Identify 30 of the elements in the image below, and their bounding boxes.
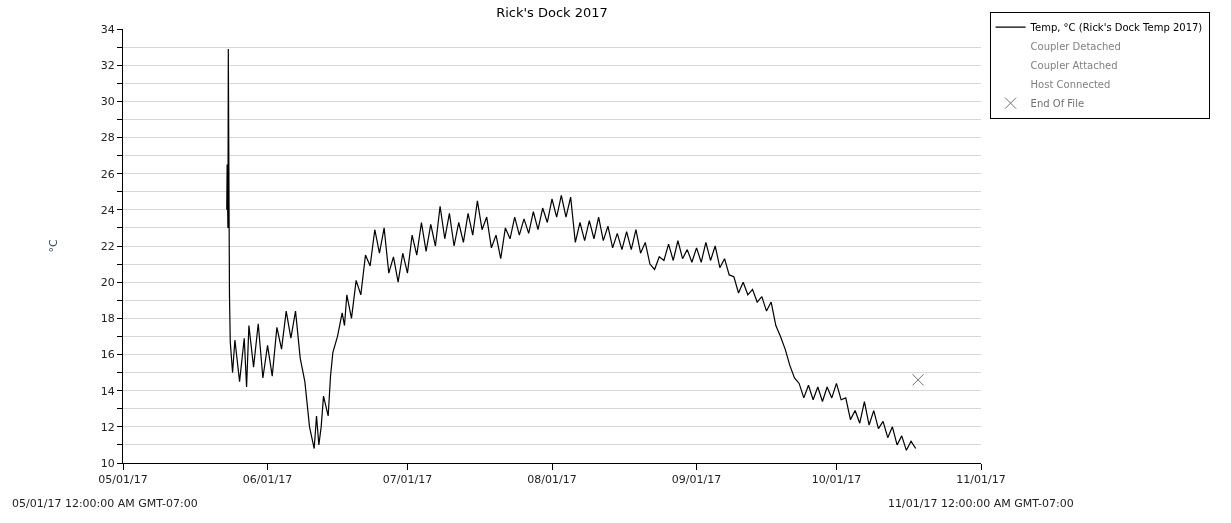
legend-label: Coupler Attached <box>1030 60 1118 72</box>
y-tick-label: 24 <box>100 203 115 217</box>
y-axis-title: °C <box>47 239 61 253</box>
y-tick-label: 28 <box>100 131 115 145</box>
y-tick-label: 30 <box>100 95 115 109</box>
y-tick-label: 14 <box>100 384 115 398</box>
x-tick-label: 10/01/17 <box>811 473 862 487</box>
text: 11/01/17 12:00:00 AM GMT-07:00 <box>888 497 1074 510</box>
y-tick-label: 22 <box>100 239 115 253</box>
y-tick-label: 26 <box>100 167 115 181</box>
y-tick-label: 34 <box>100 22 115 36</box>
y-tick-label: 32 <box>100 59 115 73</box>
x-tick-label: 09/01/17 <box>671 473 722 487</box>
y-tick-label: 10 <box>100 456 115 470</box>
y-tick-label: 18 <box>100 312 115 326</box>
y-tick-label: 12 <box>100 420 115 434</box>
legend-label: Coupler Detached <box>1030 41 1121 53</box>
legend-label: Host Connected <box>1030 79 1111 91</box>
text: 05/01/17 12:00:00 AM GMT-07:00 <box>12 497 198 510</box>
y-tick-label: 16 <box>100 348 115 362</box>
line-series <box>226 48 917 451</box>
x-tick-label: 11/01/17 <box>956 473 1006 487</box>
chart-title: Rick's Dock 2017 <box>496 4 608 20</box>
x-tick-label: 05/01/17 <box>98 473 148 487</box>
y-tick-label: 20 <box>100 276 115 290</box>
x-tick-label: 08/01/17 <box>527 473 577 487</box>
x-tick-label: 06/01/17 <box>242 473 293 487</box>
legend-label: Temp, °C (Rick's Dock Temp 2017) <box>1029 22 1203 34</box>
x-tick-label: 07/01/17 <box>382 473 433 487</box>
legend-label: End Of File <box>1030 98 1085 110</box>
